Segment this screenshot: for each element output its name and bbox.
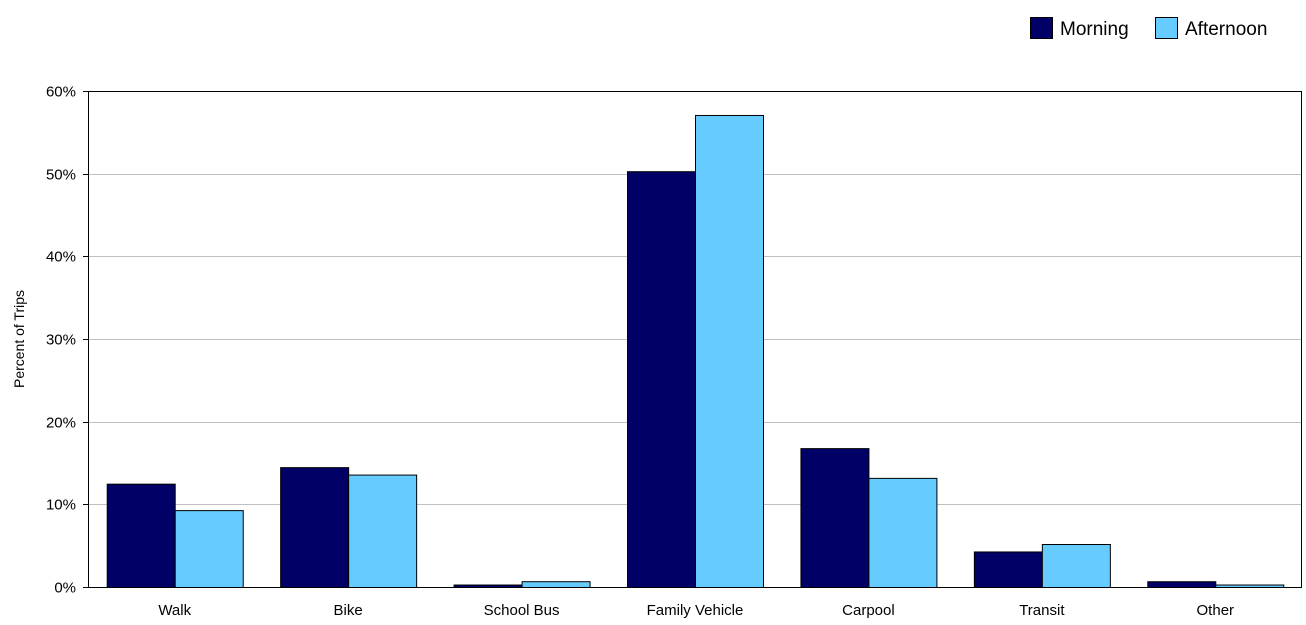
bar-morning-carpool [800, 448, 870, 588]
bar-afternoon-school-bus [521, 581, 591, 588]
y-tick-labels: 0% 10% 20% 30% 40% 50% 60% [46, 84, 76, 597]
x-tick-label: Family Vehicle [647, 602, 744, 619]
x-tick-label: Carpool [842, 602, 895, 619]
bar-morning-other [1147, 581, 1217, 588]
bar-morning-transit [973, 551, 1043, 588]
y-tick-label: 20% [46, 415, 76, 432]
bar-afternoon-walk [174, 510, 244, 588]
bar-morning-walk [106, 483, 176, 588]
bar-afternoon-bike [348, 474, 418, 588]
legend-swatch-morning [1030, 17, 1053, 39]
legend-label-morning: Morning [1060, 19, 1129, 40]
x-tick-label: Bike [334, 602, 363, 619]
x-tick-label: Transit [1019, 602, 1065, 619]
bar-morning-bike [280, 467, 350, 588]
bar-afternoon-transit [1041, 544, 1111, 588]
x-tick-labels: Walk Bike School Bus Family Vehicle Carpool T… [158, 602, 1234, 619]
legend-label-afternoon: Afternoon [1185, 19, 1267, 40]
y-tick-label: 30% [46, 332, 76, 349]
y-tick-label: 50% [46, 167, 76, 184]
y-tick-label: 10% [46, 497, 76, 514]
bars [106, 114, 1285, 589]
x-tick-label: School Bus [484, 602, 560, 619]
x-tick-label: Other [1197, 602, 1235, 619]
y-tick-label: 0% [54, 580, 76, 597]
y-axis-label: Percent of Trips [11, 290, 27, 388]
legend: Morning Afternoon [1030, 17, 1267, 40]
y-tick-label: 40% [46, 249, 76, 266]
x-tick-label: Walk [158, 602, 191, 619]
plot-area-border [88, 91, 1302, 588]
bar-afternoon-carpool [868, 477, 938, 589]
legend-swatch-afternoon [1155, 17, 1178, 39]
y-tick-label: 60% [46, 84, 76, 101]
axes [83, 91, 1302, 588]
bar-afternoon-family-vehicle [695, 114, 764, 589]
bar-morning-family-vehicle [627, 171, 696, 588]
